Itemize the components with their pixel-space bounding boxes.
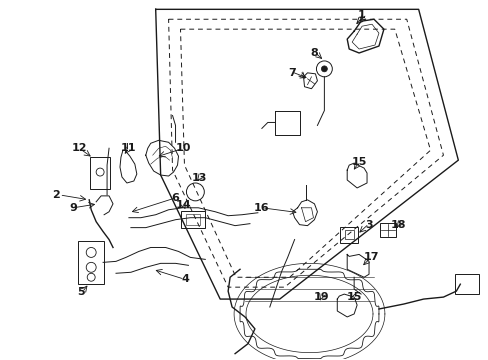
Circle shape bbox=[321, 66, 326, 72]
Text: 9: 9 bbox=[69, 203, 77, 213]
Text: 11: 11 bbox=[121, 143, 136, 153]
Text: 16: 16 bbox=[254, 203, 269, 213]
Text: 4: 4 bbox=[181, 274, 189, 284]
Text: 14: 14 bbox=[175, 200, 191, 210]
Text: 15: 15 bbox=[351, 157, 366, 167]
Text: 17: 17 bbox=[363, 252, 378, 262]
Text: 1: 1 bbox=[357, 10, 364, 20]
Text: 10: 10 bbox=[175, 143, 191, 153]
Text: 18: 18 bbox=[390, 220, 406, 230]
Text: 5: 5 bbox=[77, 287, 85, 297]
Text: 8: 8 bbox=[310, 48, 318, 58]
Text: 6: 6 bbox=[171, 193, 179, 203]
Text: 7: 7 bbox=[287, 68, 295, 78]
Text: 3: 3 bbox=[365, 220, 372, 230]
Text: 19: 19 bbox=[313, 292, 328, 302]
Text: 13: 13 bbox=[191, 173, 206, 183]
Text: 12: 12 bbox=[71, 143, 87, 153]
Text: 2: 2 bbox=[53, 190, 60, 200]
Text: 15: 15 bbox=[346, 292, 361, 302]
